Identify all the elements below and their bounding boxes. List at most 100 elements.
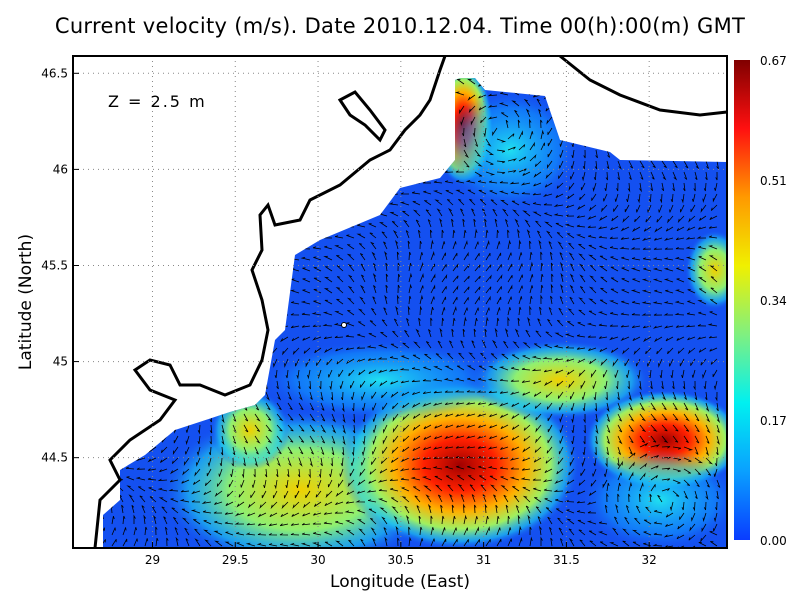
- velocity-arrow: [461, 127, 465, 137]
- velocity-arrow: [390, 380, 399, 385]
- velocity-arrow: [490, 199, 498, 206]
- velocity-arrow: [543, 488, 553, 492]
- velocity-arrow: [542, 356, 553, 360]
- velocity-arrow: [443, 378, 454, 382]
- velocity-arrow: [471, 208, 476, 217]
- velocity-arrow: [702, 193, 707, 204]
- velocity-arrow: [579, 274, 586, 283]
- velocity-arrow: [579, 193, 586, 201]
- velocity-arrow: [204, 479, 212, 486]
- velocity-arrow: [372, 424, 377, 433]
- velocity-arrow: [358, 528, 366, 536]
- velocity-arrow: [542, 479, 553, 483]
- velocity-arrow: [588, 204, 597, 212]
- velocity-arrow: [692, 193, 696, 202]
- velocity-arrow: [254, 457, 259, 468]
- velocity-arrow: [454, 377, 465, 382]
- velocity-arrow: [553, 489, 564, 492]
- velocity-arrow: [265, 424, 273, 433]
- velocity-arrow: [236, 532, 245, 536]
- velocity-arrow: [621, 289, 630, 294]
- velocity-arrow: [444, 180, 454, 184]
- velocity-arrow: [437, 340, 443, 349]
- velocity-arrow: [160, 457, 168, 463]
- velocity-arrow: [650, 444, 661, 448]
- velocity-arrow: [263, 479, 267, 489]
- velocity-arrow: [287, 391, 293, 401]
- velocity-arrow: [474, 539, 480, 547]
- velocity-arrow: [441, 286, 447, 294]
- velocity-arrow: [245, 542, 256, 547]
- velocity-arrow: [617, 460, 623, 470]
- velocity-arrow: [402, 446, 410, 453]
- velocity-arrow: [485, 229, 489, 239]
- velocity-arrow: [422, 379, 432, 382]
- velocity-arrow: [484, 503, 488, 514]
- velocity-arrow: [571, 435, 575, 445]
- velocity-arrow: [484, 218, 487, 228]
- velocity-arrow: [601, 204, 608, 213]
- velocity-arrow: [698, 288, 707, 294]
- velocity-arrow: [256, 543, 267, 547]
- velocity-arrow: [397, 284, 400, 294]
- velocity-arrow: [687, 277, 696, 283]
- velocity-arrow: [480, 352, 487, 360]
- velocity-arrow: [465, 413, 476, 417]
- velocity-arrow: [474, 149, 482, 158]
- velocity-arrow: [522, 457, 531, 462]
- velocity-arrow: [546, 116, 553, 125]
- velocity-arrow: [639, 391, 644, 400]
- velocity-arrow: [477, 402, 487, 405]
- velocity-arrow: [698, 266, 707, 272]
- velocity-arrow: [617, 413, 622, 422]
- velocity-arrow: [194, 468, 201, 477]
- velocity-arrow: [423, 485, 432, 492]
- velocity-arrow: [507, 229, 510, 239]
- velocity-arrow: [273, 358, 278, 368]
- velocity-arrow: [133, 514, 136, 524]
- velocity-arrow: [185, 446, 190, 455]
- velocity-arrow: [474, 264, 481, 272]
- velocity-arrow: [610, 277, 619, 283]
- velocity-arrow: [543, 203, 553, 206]
- velocity-arrow: [389, 211, 399, 217]
- velocity-arrow: [441, 241, 446, 250]
- velocity-arrow: [630, 289, 641, 294]
- velocity-arrow: [498, 366, 509, 371]
- velocity-arrow: [682, 182, 686, 192]
- velocity-arrow: [460, 494, 465, 503]
- velocity-arrow: [682, 380, 686, 390]
- velocity-arrow: [430, 250, 435, 261]
- velocity-arrow: [694, 413, 700, 422]
- velocity-arrow: [395, 525, 399, 536]
- velocity-arrow: [529, 261, 534, 272]
- velocity-arrow: [672, 182, 675, 192]
- velocity-arrow: [356, 346, 366, 349]
- velocity-arrow: [396, 251, 400, 261]
- velocity-arrow: [371, 537, 377, 547]
- velocity-arrow: [532, 478, 542, 481]
- velocity-arrow: [435, 353, 443, 360]
- velocity-arrow: [331, 424, 337, 434]
- velocity-arrow: [558, 527, 564, 536]
- velocity-arrow: [639, 182, 642, 193]
- velocity-arrow: [276, 413, 284, 422]
- velocity-arrow: [613, 204, 619, 212]
- velocity-arrow: [522, 391, 531, 396]
- velocity-arrow: [351, 391, 355, 400]
- velocity-arrow: [654, 289, 663, 294]
- velocity-arrow: [445, 413, 454, 417]
- velocity-arrow: [554, 479, 564, 484]
- velocity-arrow: [661, 456, 672, 460]
- velocity-arrow: [685, 256, 696, 261]
- velocity-arrow: [687, 267, 696, 272]
- velocity-arrow: [446, 199, 454, 206]
- velocity-arrow: [518, 239, 522, 250]
- velocity-arrow: [617, 482, 621, 492]
- velocity-arrow: [465, 402, 476, 405]
- velocity-arrow: [481, 339, 487, 349]
- velocity-arrow: [383, 424, 388, 434]
- velocity-arrow: [698, 311, 707, 316]
- velocity-arrow: [286, 468, 290, 478]
- velocity-arrow: [705, 413, 711, 423]
